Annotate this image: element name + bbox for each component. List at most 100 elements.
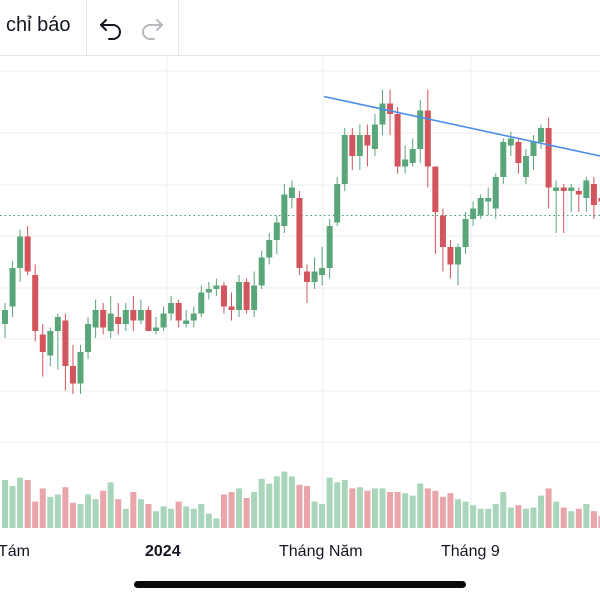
candle-body — [62, 320, 69, 366]
candle-body — [32, 275, 39, 331]
volume-bar — [545, 488, 552, 528]
volume-bar — [266, 483, 273, 528]
candle-body — [319, 268, 326, 275]
candle-body — [251, 285, 258, 310]
volume-bar — [530, 507, 537, 528]
volume-bar — [447, 493, 454, 528]
volume-bar — [85, 494, 92, 528]
volume-bar — [160, 506, 167, 528]
volume-bar — [273, 476, 280, 528]
volume-bar — [379, 488, 386, 528]
candle-body — [205, 289, 212, 293]
volume-bar — [334, 482, 341, 528]
candle-body — [69, 366, 76, 384]
volume-bar — [69, 502, 76, 528]
volume-bar — [515, 505, 522, 528]
candle-body — [356, 135, 363, 156]
candle-body — [394, 114, 401, 167]
candle-body — [530, 142, 537, 156]
candle-body — [100, 310, 107, 328]
candle-body — [213, 285, 220, 289]
trendline — [323, 95, 600, 157]
volume-bar — [130, 492, 137, 528]
candle-body — [371, 124, 378, 149]
candle-body — [190, 313, 197, 321]
candle-body — [130, 310, 137, 321]
volume-bar — [522, 508, 529, 528]
volume-bar — [62, 487, 69, 528]
x-axis-label: Tháng Năm — [279, 543, 363, 560]
x-axis-label: 2024 — [145, 543, 181, 560]
volume-bar — [47, 496, 54, 528]
volume-bar — [590, 511, 597, 528]
candle-body — [137, 310, 144, 321]
redo-arrow-icon — [142, 19, 163, 40]
price-chart[interactable]: Tám 2024 Tháng Năm Tháng 9 — [0, 56, 600, 576]
volume-bar — [560, 507, 567, 528]
volume-bar — [432, 490, 439, 528]
candle-body — [2, 310, 8, 324]
candle-body — [220, 285, 227, 307]
undo-arrow-icon — [100, 19, 121, 40]
volume-bar — [387, 492, 394, 528]
candle-body — [228, 306, 235, 310]
candle-body — [311, 271, 318, 282]
undo-button[interactable] — [95, 12, 127, 44]
candle-body — [281, 194, 288, 226]
home-indicator[interactable] — [134, 581, 466, 588]
candle-body — [507, 138, 514, 146]
candle-body — [266, 240, 273, 258]
volume-bar — [409, 495, 416, 528]
volume-bar — [220, 494, 227, 528]
volume-bar — [198, 504, 205, 528]
toolbar-divider — [178, 0, 179, 55]
candle-body — [9, 268, 16, 307]
volume-bar — [183, 506, 190, 528]
candle-body — [198, 292, 205, 314]
candle-body — [334, 184, 341, 223]
candle-body — [47, 331, 54, 356]
candle-body — [258, 257, 265, 286]
volume-bar — [288, 476, 295, 528]
volume-bar — [394, 492, 401, 528]
volume-bar — [326, 477, 333, 528]
volume-bar — [439, 496, 446, 528]
volume-bar — [137, 499, 144, 528]
candle-body — [17, 236, 24, 268]
volume-bar — [568, 511, 575, 528]
volume-bar — [92, 499, 99, 528]
volume-bar — [349, 488, 356, 528]
volume-bar — [228, 492, 235, 528]
redo-button[interactable] — [136, 12, 168, 44]
volume-bar — [175, 501, 182, 528]
volume-bar — [583, 504, 590, 528]
toolbar-divider — [86, 0, 87, 55]
top-toolbar: chỉ báo — [0, 0, 600, 56]
candle-body — [273, 222, 280, 240]
candle-body — [583, 180, 590, 198]
candle-body — [409, 149, 416, 163]
candle-body — [122, 310, 129, 324]
candle-body — [349, 135, 356, 156]
volume-bar — [538, 495, 545, 528]
candle-body — [575, 191, 582, 195]
indicators-button[interactable]: chỉ báo — [6, 14, 71, 36]
volume-bar — [115, 499, 122, 528]
volume-bar — [258, 478, 265, 528]
volume-bar — [364, 490, 371, 528]
candle-body — [364, 135, 371, 146]
candle-body — [168, 303, 175, 314]
candle-body — [236, 282, 243, 310]
volume-bar — [243, 498, 250, 528]
candle-body — [417, 110, 424, 149]
candle-body — [107, 313, 114, 331]
volume-bar — [145, 504, 152, 528]
volume-bar — [17, 477, 24, 528]
volume-bar — [281, 471, 288, 528]
candle-body — [485, 198, 492, 202]
volume-bar — [598, 516, 600, 528]
candle-body — [455, 247, 461, 265]
candle-body — [77, 352, 84, 384]
candle-body — [538, 128, 545, 142]
volume-bar — [24, 480, 31, 528]
